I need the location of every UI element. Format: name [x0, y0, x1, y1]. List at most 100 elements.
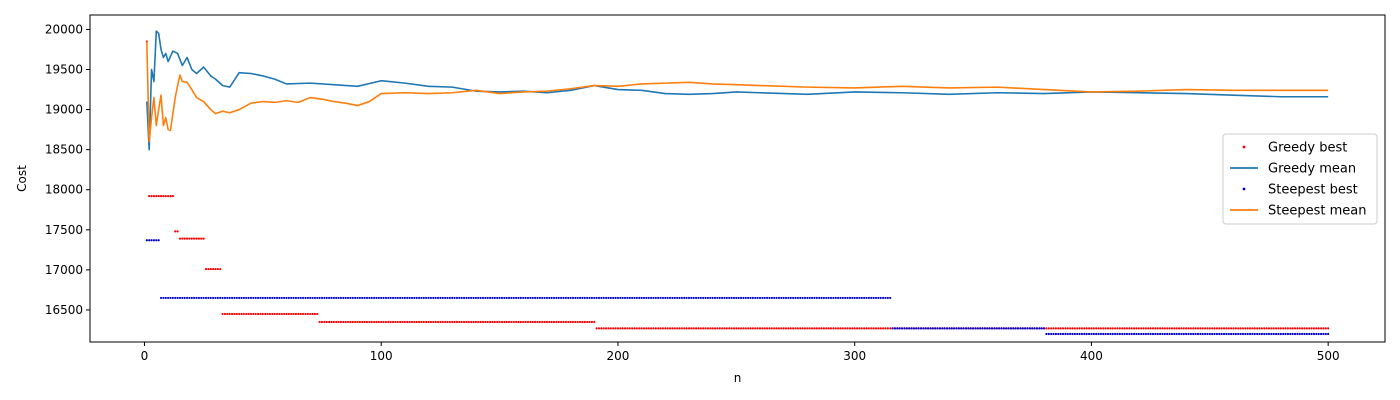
data-point	[784, 296, 788, 300]
data-point	[1180, 327, 1183, 330]
data-point	[510, 320, 513, 324]
data-point	[775, 327, 778, 330]
data-point	[917, 327, 920, 330]
data-point	[496, 320, 499, 324]
data-point	[716, 296, 719, 300]
data-point	[690, 327, 693, 330]
data-point	[382, 296, 385, 300]
data-point	[164, 296, 167, 300]
data-point	[294, 312, 298, 316]
data-point	[829, 296, 833, 300]
data-point	[664, 327, 667, 330]
data-point	[481, 296, 485, 300]
data-point	[444, 320, 447, 324]
data-point	[306, 312, 309, 316]
data-point	[510, 296, 513, 300]
data-point	[815, 296, 818, 300]
data-point	[330, 296, 333, 300]
data-point	[515, 320, 518, 324]
data-point	[1237, 327, 1240, 330]
data-point	[1220, 332, 1223, 336]
data-point	[1090, 327, 1093, 330]
data-point	[1218, 332, 1221, 336]
data-point	[1061, 332, 1065, 336]
data-point	[841, 327, 844, 330]
data-point	[739, 327, 743, 330]
data-point	[264, 312, 267, 316]
data-point	[782, 296, 785, 300]
data-point	[884, 327, 887, 330]
data-point	[922, 327, 925, 330]
data-point	[181, 296, 184, 300]
data-point	[619, 327, 622, 330]
data-point	[389, 320, 392, 324]
data-point	[955, 327, 958, 330]
data-point	[560, 296, 563, 300]
data-point	[867, 327, 870, 330]
data-point	[451, 296, 454, 300]
data-point	[690, 296, 693, 300]
legend-marker	[1242, 145, 1246, 149]
data-point	[1227, 327, 1230, 330]
data-point	[1147, 332, 1150, 336]
data-point	[311, 312, 314, 316]
data-point	[278, 312, 281, 316]
data-point	[465, 320, 468, 324]
data-point	[221, 312, 224, 316]
data-point	[242, 296, 245, 300]
data-point	[1282, 332, 1285, 336]
data-point	[1272, 327, 1275, 330]
data-point	[908, 327, 911, 330]
data-point	[642, 296, 646, 300]
data-point	[900, 327, 904, 330]
data-point	[713, 296, 717, 300]
data-point	[718, 327, 721, 330]
data-point	[1095, 327, 1098, 330]
data-point	[884, 296, 887, 300]
data-point	[971, 327, 975, 330]
data-point	[1286, 327, 1290, 330]
data-point	[503, 320, 506, 324]
data-point	[337, 320, 340, 324]
data-point	[692, 296, 695, 300]
data-point	[574, 320, 577, 324]
data-point	[1061, 327, 1065, 330]
plot-content	[145, 30, 1330, 336]
data-point	[628, 327, 631, 330]
data-point	[271, 296, 274, 300]
data-point	[1114, 332, 1117, 336]
data-point	[1230, 327, 1233, 330]
data-point	[1087, 332, 1091, 336]
data-point	[505, 320, 508, 324]
data-point	[460, 320, 463, 324]
series-line	[146, 30, 1329, 151]
data-point	[372, 296, 376, 300]
data-point	[1182, 327, 1185, 330]
data-point	[375, 296, 378, 300]
data-point	[290, 312, 293, 316]
data-point	[193, 237, 196, 240]
data-point	[1021, 327, 1024, 330]
data-point	[221, 296, 224, 300]
data-point	[607, 327, 610, 330]
data-point	[863, 327, 866, 330]
data-point	[1296, 327, 1299, 330]
data-point	[268, 312, 272, 316]
data-point	[1234, 332, 1237, 336]
data-point	[929, 327, 932, 330]
data-point	[870, 327, 873, 330]
data-point	[626, 327, 629, 330]
data-point	[595, 296, 598, 300]
data-point	[439, 320, 442, 324]
data-point	[358, 320, 361, 324]
data-point	[834, 327, 837, 330]
series-line	[146, 41, 1329, 143]
x-tick-label: 400	[1080, 349, 1103, 363]
data-point	[822, 296, 826, 300]
data-point	[758, 296, 762, 300]
data-point	[455, 320, 459, 324]
data-point	[427, 296, 430, 300]
data-point	[853, 296, 856, 300]
data-point	[1000, 327, 1003, 330]
data-point	[1078, 327, 1081, 330]
